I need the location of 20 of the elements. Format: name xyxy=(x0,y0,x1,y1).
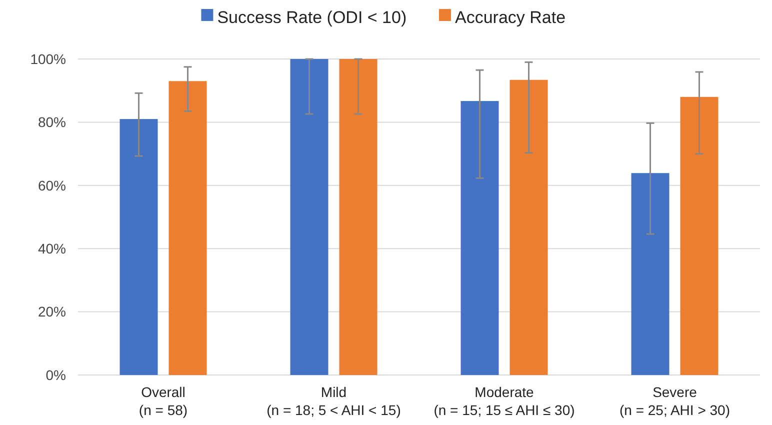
y-tick-label: 100% xyxy=(30,50,66,67)
y-tick-label: 20% xyxy=(38,304,66,320)
bar xyxy=(168,81,207,375)
bar xyxy=(680,96,718,375)
x-tick-label: Moderate (n = 15; 15 ≤ AHI ≤ 30) xyxy=(434,384,575,418)
bar xyxy=(510,80,548,375)
x-tick-label: Overall (n = 58) xyxy=(138,384,188,418)
legend-label: Accuracy Rate xyxy=(455,8,566,28)
bar xyxy=(339,59,378,375)
x-tick-label: Mild (n = 18; 5 < AHI < 15) xyxy=(266,384,401,418)
y-tick-label: 40% xyxy=(38,240,66,256)
legend-label: Success Rate (ODI < 10) xyxy=(217,8,407,28)
bar xyxy=(460,101,499,375)
y-tick-label: 60% xyxy=(38,177,66,194)
x-tick-label: Severe (n = 25; AHI > 30) xyxy=(619,384,730,418)
y-tick-label: 0% xyxy=(46,366,66,383)
y-tick-label: 80% xyxy=(38,114,66,130)
bar xyxy=(631,173,670,375)
bar xyxy=(290,59,328,375)
bar xyxy=(120,119,158,375)
